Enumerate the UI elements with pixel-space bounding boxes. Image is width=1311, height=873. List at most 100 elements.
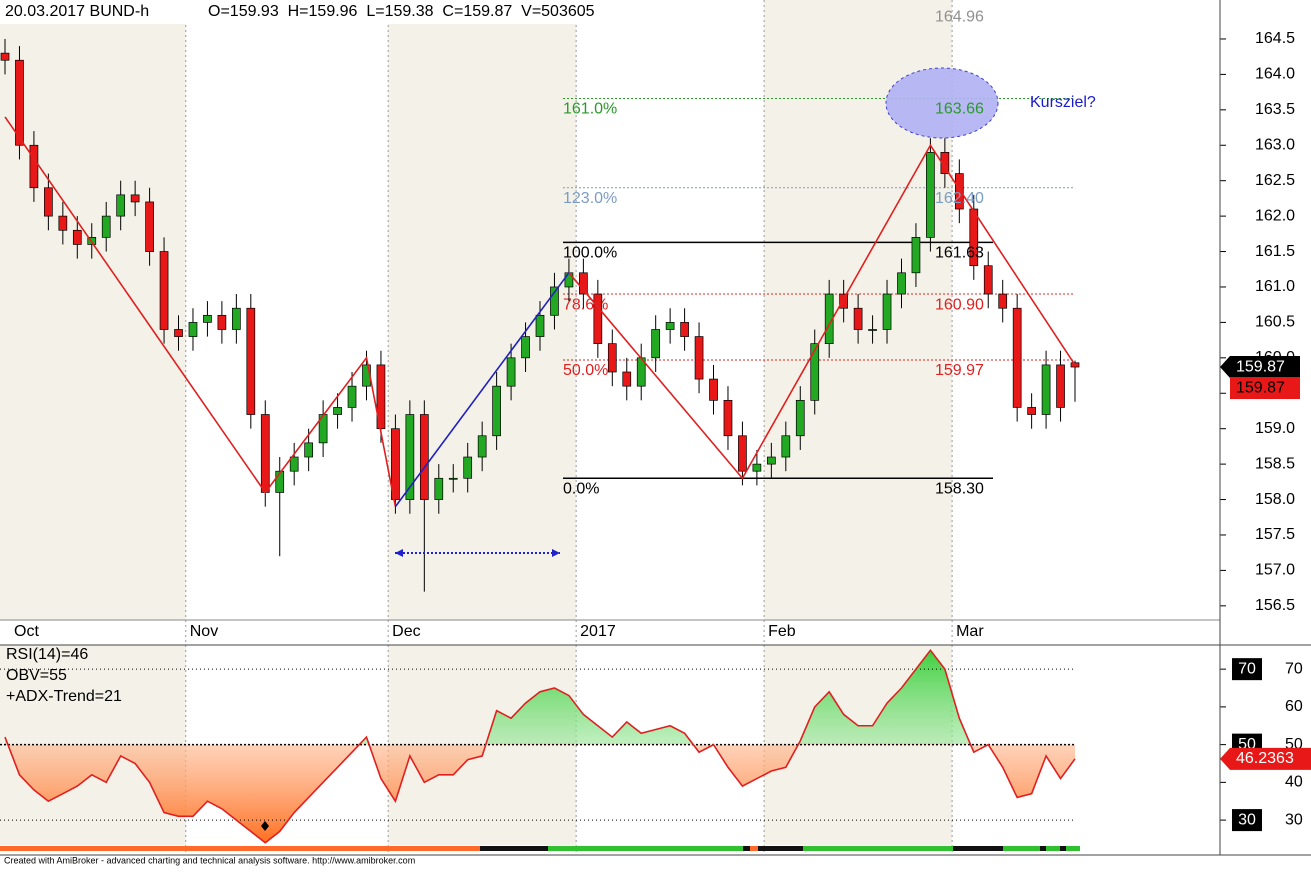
candle-body — [969, 208, 979, 267]
candle-body — [246, 307, 256, 415]
candle-body — [579, 272, 588, 295]
candle-body — [926, 151, 935, 238]
marker — [261, 821, 269, 831]
y-tick-label: 164.0 — [1255, 66, 1295, 83]
candle-body — [72, 229, 82, 245]
candle-body — [275, 470, 285, 493]
candle-body — [159, 251, 169, 330]
candle-body — [1012, 307, 1022, 408]
candle-body — [911, 237, 921, 274]
candle-body — [463, 456, 473, 479]
fib-label: 123.0% — [563, 190, 617, 207]
candle-body — [260, 414, 270, 493]
candle-body — [116, 194, 126, 217]
y-tick-label: 40 — [1285, 774, 1303, 791]
indicator-label: +ADX-Trend=21 — [6, 688, 122, 705]
candle-body — [434, 477, 444, 500]
y-tick-label: 160.5 — [1255, 314, 1295, 331]
price-label: 159.87 — [1236, 358, 1285, 375]
fib-label: 50.0% — [563, 362, 608, 379]
fib-label: 100.0% — [563, 245, 617, 262]
candle-body — [15, 59, 24, 146]
candle-body — [492, 385, 501, 437]
level-label: 70 — [1238, 660, 1256, 677]
candle-body — [781, 435, 791, 458]
annotation: Kursziel? — [1030, 94, 1096, 111]
candle-body — [203, 314, 212, 323]
trend-strip — [0, 846, 1080, 851]
candle-body — [709, 378, 718, 401]
candle-body — [1027, 407, 1036, 415]
x-tick-label: Oct — [14, 623, 39, 640]
x-tick-label: Nov — [190, 623, 218, 640]
candle-body — [853, 307, 863, 330]
y-tick-label: 158.5 — [1255, 455, 1295, 472]
candle-body — [954, 173, 964, 210]
candle-body — [752, 463, 762, 472]
y-tick-label: 164.5 — [1255, 30, 1295, 47]
trend-line — [4, 116, 397, 507]
fib-value: 164.96 — [935, 9, 984, 26]
y-tick-label: 162.5 — [1255, 172, 1295, 189]
rsi-line — [4, 648, 1076, 844]
y-tick-label: 30 — [1285, 811, 1303, 828]
rsi-area-up — [5, 650, 971, 744]
candle-body — [333, 407, 342, 415]
candle-body — [521, 336, 530, 359]
candle-body — [29, 144, 39, 189]
y-tick-label: 163.0 — [1255, 136, 1295, 153]
x-tick-label: Feb — [768, 623, 796, 640]
y-tick-label: 161.5 — [1255, 243, 1295, 260]
trend-line — [568, 143, 1076, 480]
candle-body — [0, 52, 10, 61]
x-tick-label: Mar — [956, 623, 984, 640]
y-tick-label: 70 — [1285, 660, 1303, 677]
candle-body — [101, 215, 111, 238]
candle-body — [347, 385, 357, 408]
candle-body — [174, 329, 183, 337]
candle-body — [723, 399, 733, 437]
ohlcv: O=159.93 H=159.96 L=159.38 C=159.87 V=50… — [208, 3, 595, 20]
candle-body — [607, 343, 617, 373]
fib-value: 161.63 — [935, 245, 984, 262]
candle-body — [694, 336, 704, 380]
symbol: 20.03.2017 BUND-h — [5, 3, 149, 20]
target-ellipse — [885, 67, 999, 139]
price-box — [1230, 377, 1300, 400]
header-bg — [0, 0, 676, 24]
candle-body — [998, 293, 1008, 309]
candle-body — [217, 314, 227, 330]
candle-body — [810, 343, 820, 401]
y-tick-label: 158.0 — [1255, 491, 1295, 508]
candle-body — [1056, 364, 1065, 408]
x-tick-label: 2017 — [580, 623, 616, 640]
y-tick-label: 157.5 — [1255, 526, 1295, 543]
y-tick-label: 161.0 — [1255, 278, 1295, 295]
candle-body — [868, 329, 877, 331]
candle-body — [289, 456, 299, 472]
candle-body — [593, 293, 603, 345]
fib-value: 160.90 — [935, 296, 984, 313]
month-band — [388, 0, 577, 620]
y-tick-label: 60 — [1285, 698, 1303, 715]
indicator-label: RSI(14)=46 — [6, 646, 88, 663]
month-band — [0, 0, 186, 620]
candle-body — [419, 414, 429, 500]
level-box — [1232, 658, 1262, 681]
trend-line — [394, 272, 570, 508]
price-label: 159.87 — [1236, 379, 1285, 396]
candle-body — [839, 293, 848, 309]
fib-value: 163.66 — [935, 101, 984, 118]
candle-body — [665, 322, 675, 330]
candle-body — [651, 329, 661, 359]
candle-body — [983, 265, 993, 295]
candle-body — [550, 286, 559, 316]
candle-body — [738, 435, 747, 472]
candle-body — [477, 435, 487, 458]
rsi-area-down — [5, 744, 1075, 843]
candle-body — [506, 357, 516, 387]
candle-body — [232, 307, 241, 330]
fib-label: 0.0% — [563, 481, 599, 498]
candle-body — [897, 272, 906, 295]
